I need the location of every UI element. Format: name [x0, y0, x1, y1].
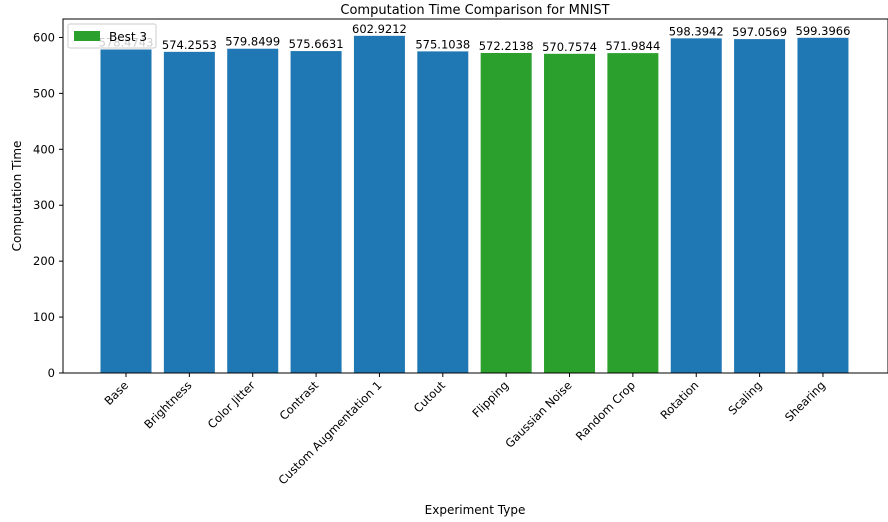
value-label-brightness: 574.2553 — [162, 38, 217, 52]
value-label-color-jitter: 579.8499 — [225, 35, 280, 49]
y-tick-label-400: 400 — [33, 142, 55, 156]
x-axis-label: Experiment Type — [425, 503, 526, 517]
legend-box — [67, 23, 157, 49]
bar-rotation — [670, 38, 722, 373]
value-label-contrast: 575.6631 — [289, 37, 344, 51]
bar-cutout — [417, 51, 469, 373]
bar-shearing — [797, 37, 849, 373]
value-label-scaling: 597.0569 — [732, 25, 787, 39]
x-tick-label-shearing: Shearing — [782, 378, 828, 424]
x-axis: Base Brightness Color Jitter ContrastCustom… — [101, 373, 828, 487]
y-axis: 0 100 200 300 400 500 600 — [33, 30, 63, 380]
x-tick-label-contrast: Contrast — [277, 378, 322, 423]
x-tick-label-custom-augmentation-1: Custom Augmentation 1 — [275, 378, 384, 487]
legend-label-best-3: Best 3 — [109, 30, 147, 44]
value-label-random-crop: 571.9844 — [605, 39, 660, 53]
plot-frame — [62, 18, 888, 374]
y-tick-label-200: 200 — [33, 254, 55, 268]
y-axis-label: Computation Time — [10, 141, 24, 252]
value-labels-group: 578.4743574.2553579.8499575.6631602.9212… — [99, 22, 851, 54]
legend: Best 3 — [67, 23, 157, 49]
x-tick-label-color-jitter: Color Jitter — [205, 378, 258, 431]
x-tick-label-scaling: Scaling — [725, 378, 764, 417]
value-label-shearing: 599.3966 — [796, 24, 851, 38]
x-tick-label-gaussian-noise: Gaussian Noise — [502, 378, 574, 450]
x-tick-label-cutout: Cutout — [411, 378, 449, 416]
bar-flipping — [480, 52, 532, 374]
x-tick-label-rotation: Rotation — [657, 378, 701, 422]
y-tick-label-600: 600 — [33, 30, 55, 44]
value-label-flipping: 572.2138 — [479, 39, 534, 53]
x-tick-label-random-crop: Random Crop — [573, 378, 638, 443]
y-tick-label-500: 500 — [33, 86, 55, 100]
bar-color-jitter — [227, 48, 279, 373]
x-tick-label-flipping: Flipping — [469, 378, 511, 420]
value-label-custom-augmentation-1: 602.9212 — [352, 22, 407, 36]
chart-title: Computation Time Comparison for MNIST — [340, 3, 609, 18]
y-tick-label-300: 300 — [33, 198, 55, 212]
value-label-gaussian-noise: 570.7574 — [542, 40, 597, 54]
value-label-rotation: 598.3942 — [669, 24, 724, 38]
bars-group — [100, 35, 849, 374]
x-tick-label-base: Base — [101, 378, 131, 408]
bar-random-crop — [607, 53, 659, 374]
value-label-cutout: 575.1038 — [415, 37, 470, 51]
bar-gaussian-noise — [544, 53, 596, 374]
bar-base — [100, 49, 152, 374]
y-tick-label-100: 100 — [33, 310, 55, 324]
bar-brightness — [163, 51, 215, 373]
legend-swatch-best-3 — [74, 31, 100, 41]
bar-contrast — [290, 51, 342, 373]
x-tick-label-brightness: Brightness — [141, 378, 194, 431]
y-tick-label-0: 0 — [48, 366, 55, 380]
bar-custom-augmentation-1 — [353, 35, 405, 373]
bar-scaling — [734, 39, 786, 373]
